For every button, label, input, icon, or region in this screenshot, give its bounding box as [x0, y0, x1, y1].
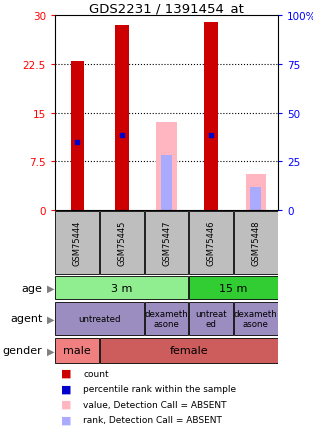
Text: value, Detection Call = ABSENT: value, Detection Call = ABSENT	[83, 400, 227, 409]
Text: dexameth
asone: dexameth asone	[145, 309, 188, 329]
Bar	[250, 188, 261, 210]
Text: 3 m: 3 m	[111, 283, 133, 293]
Bar	[100, 211, 144, 275]
Bar	[55, 276, 188, 299]
Text: GSM75444: GSM75444	[73, 220, 82, 266]
Text: untreated: untreated	[78, 314, 121, 323]
Bar	[234, 302, 278, 335]
Text: ▶: ▶	[47, 346, 54, 356]
Bar	[115, 26, 129, 210]
Text: ■: ■	[61, 368, 72, 378]
Bar	[189, 276, 278, 299]
Text: percentile rank within the sample: percentile rank within the sample	[83, 384, 236, 393]
Bar	[246, 175, 266, 210]
Bar	[145, 302, 188, 335]
Text: dexameth
asone: dexameth asone	[234, 309, 278, 329]
Bar	[204, 23, 218, 210]
Text: female: female	[169, 346, 208, 356]
Bar	[156, 123, 177, 210]
Bar	[189, 302, 233, 335]
Text: gender: gender	[3, 346, 43, 356]
Text: ■: ■	[61, 399, 72, 409]
Bar	[234, 211, 278, 275]
Text: GSM75448: GSM75448	[251, 220, 260, 266]
Text: 15 m: 15 m	[219, 283, 248, 293]
Text: male: male	[64, 346, 91, 356]
Text: rank, Detection Call = ABSENT: rank, Detection Call = ABSENT	[83, 415, 222, 424]
Bar	[55, 211, 99, 275]
Bar	[145, 211, 188, 275]
Text: ■: ■	[61, 415, 72, 425]
Text: age: age	[22, 283, 43, 293]
Bar	[189, 211, 233, 275]
Bar	[55, 302, 144, 335]
Text: agent: agent	[10, 314, 43, 324]
Text: untreat
ed: untreat ed	[195, 309, 227, 329]
Text: GSM75447: GSM75447	[162, 220, 171, 266]
Text: ▶: ▶	[47, 283, 54, 293]
Text: ■: ■	[61, 384, 72, 394]
Text: ▶: ▶	[47, 314, 54, 324]
Bar	[55, 339, 99, 363]
Text: GSM75445: GSM75445	[117, 220, 126, 266]
Bar	[100, 339, 278, 363]
Text: GSM75446: GSM75446	[207, 220, 216, 266]
Text: count: count	[83, 368, 109, 378]
Bar	[71, 61, 84, 210]
Bar	[161, 155, 172, 210]
Title: GDS2231 / 1391454_at: GDS2231 / 1391454_at	[89, 2, 244, 15]
